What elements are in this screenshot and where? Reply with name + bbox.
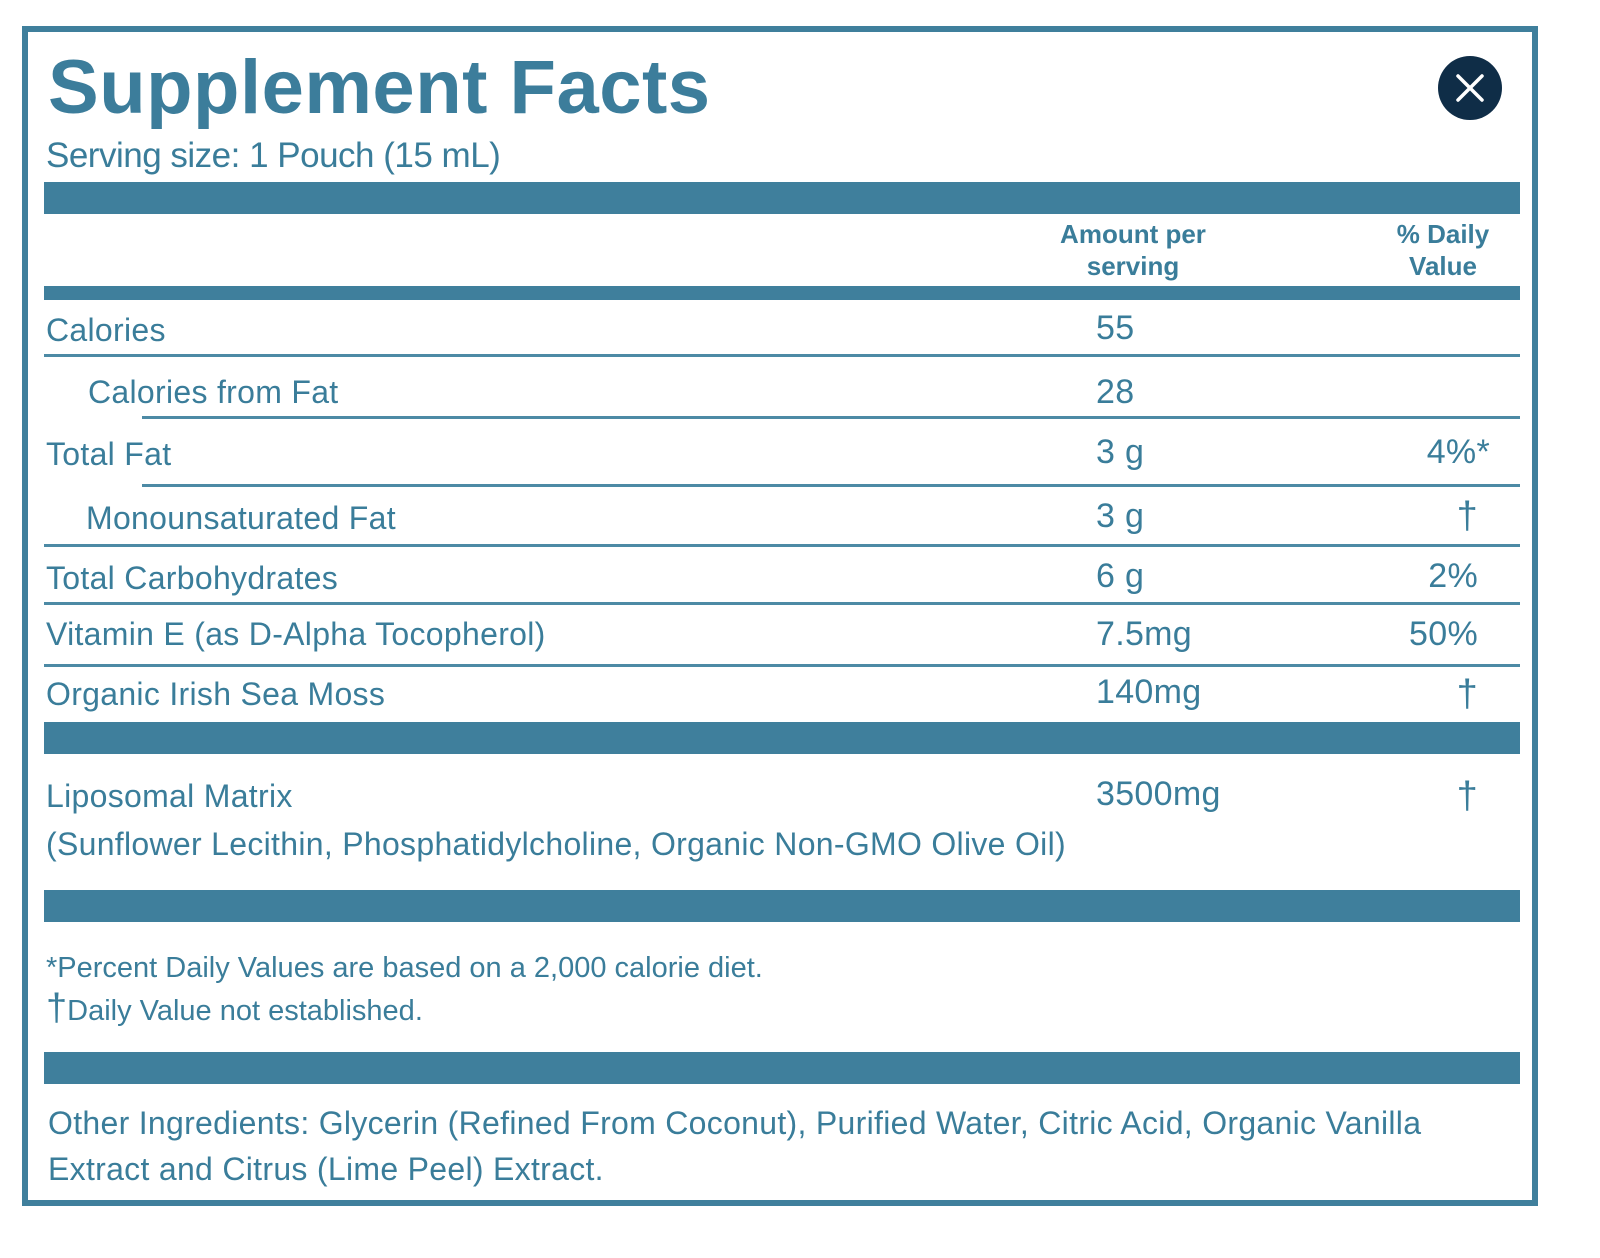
matrix-dv: † (1456, 775, 1478, 817)
row-dv-monounsaturated-fat: † (1456, 495, 1478, 537)
row-name-total-carbohydrates: Total Carbohydrates (46, 560, 339, 596)
row-divider (44, 544, 1520, 547)
row-divider (44, 602, 1520, 605)
row-divider (142, 416, 1520, 419)
row-amount-vitamin-e: 7.5mg (1096, 615, 1192, 653)
divider-bar (44, 286, 1520, 300)
close-icon (1456, 74, 1484, 102)
percent-daily-note: *Percent Daily Values are based on a 2,0… (46, 952, 763, 984)
divider-bar (44, 1052, 1520, 1084)
other-ingredients: Other Ingredients: Glycerin (Refined Fro… (48, 1105, 1422, 1187)
row-divider (142, 484, 1520, 487)
row-name-monounsaturated-fat: Monounsaturated Fat (86, 500, 396, 536)
dagger-note: †Daily Value not established. (46, 988, 423, 1031)
row-dv-vitamin-e: 50% (1409, 615, 1478, 653)
supplement-facts-panel: Supplement Facts Serving size: 1 Pouch (… (22, 26, 1538, 1206)
row-divider (44, 354, 1520, 357)
row-name-calories: Calories (46, 312, 166, 348)
divider-bar (44, 182, 1520, 214)
amount-header-line2: serving (1086, 251, 1180, 281)
panel-title: Supplement Facts (48, 45, 711, 130)
divider-bar (44, 890, 1520, 922)
serving-size: Serving size: 1 Pouch (15 mL) (46, 136, 501, 175)
row-name-organic-irish-sea-moss: Organic Irish Sea Moss (46, 676, 386, 712)
divider-bar (44, 722, 1520, 754)
dv-header-line1: % Daily (1396, 219, 1490, 249)
dagger-symbol: † (46, 987, 68, 1029)
matrix-sub-ingredients: (Sunflower Lecithin, Phosphatidylcholine… (46, 826, 1066, 862)
row-dv-total-carbohydrates: 2% (1428, 557, 1478, 595)
row-amount-monounsaturated-fat: 3 g (1096, 497, 1145, 535)
row-divider (44, 664, 1520, 667)
row-name-total-fat: Total Fat (46, 436, 172, 472)
row-name-calories-from-fat: Calories from Fat (88, 374, 339, 410)
amount-per-serving-header: Amount per serving (1028, 218, 1238, 282)
row-amount-total-fat: 3 g (1096, 433, 1145, 471)
close-button[interactable] (1438, 56, 1502, 120)
row-dv-organic-irish-sea-moss: † (1456, 673, 1478, 715)
row-name-vitamin-e: Vitamin E (as D-Alpha Tocopherol) (46, 616, 546, 652)
row-amount-calories-from-fat: 28 (1096, 373, 1135, 411)
row-amount-total-carbohydrates: 6 g (1096, 557, 1145, 595)
row-dv-total-fat: 4%* (1426, 433, 1490, 471)
matrix-amount: 3500mg (1096, 775, 1221, 813)
dv-header-line2: Value (1409, 251, 1477, 281)
amount-header-line1: Amount per (1060, 219, 1206, 249)
matrix-name: Liposomal Matrix (46, 778, 293, 814)
dagger-note-text: Daily Value not established. (67, 995, 423, 1027)
row-amount-organic-irish-sea-moss: 140mg (1096, 673, 1202, 711)
daily-value-header: % Daily Value (1368, 218, 1518, 282)
row-amount-calories: 55 (1096, 309, 1135, 347)
